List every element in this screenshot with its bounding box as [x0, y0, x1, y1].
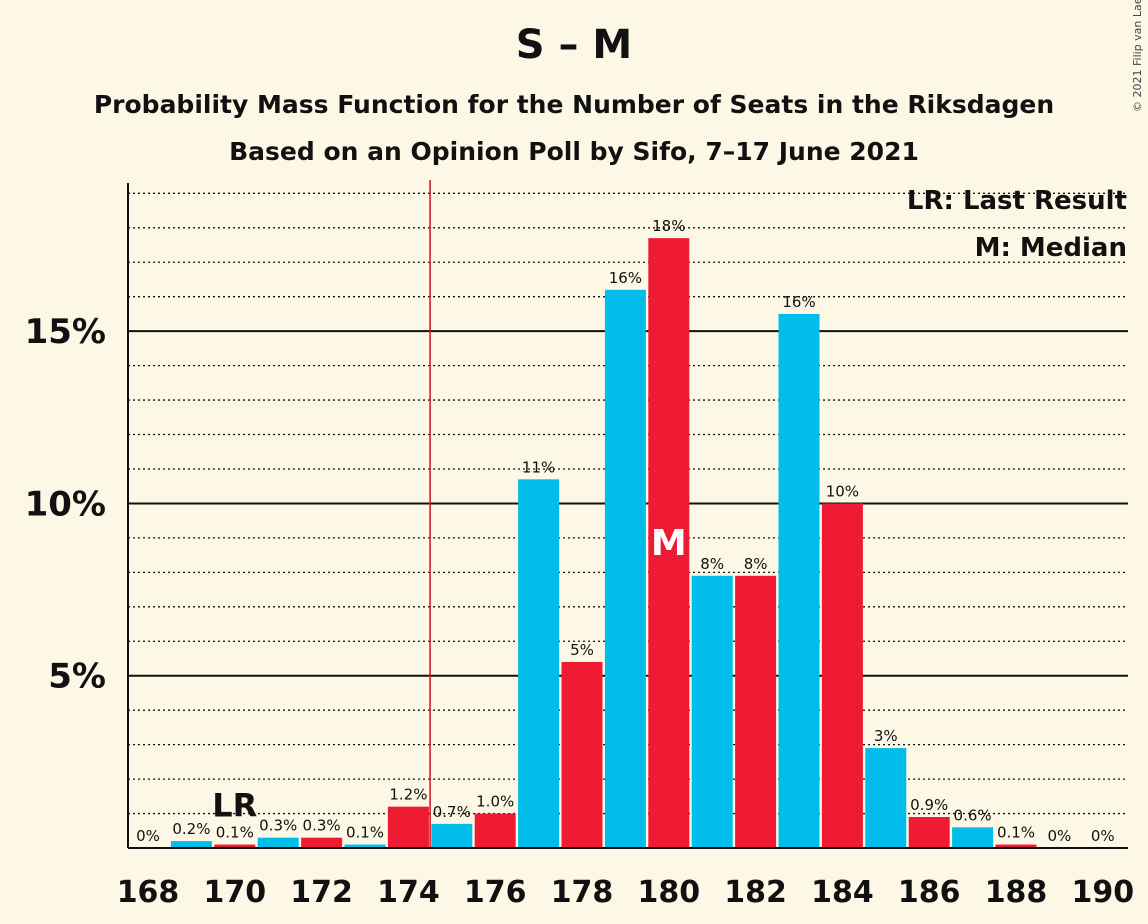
- chart-title: S – M: [515, 22, 633, 68]
- data-label-189: 0%: [1048, 827, 1072, 845]
- bar-177: [518, 479, 560, 848]
- bar-178: [561, 661, 603, 848]
- data-label-173: 0.1%: [346, 824, 384, 842]
- data-label-171: 0.3%: [259, 817, 297, 835]
- bar-170: [214, 844, 256, 848]
- bar-183: [778, 313, 820, 849]
- data-label-174: 1.2%: [389, 786, 427, 804]
- legend-entry: LR: Last Result: [907, 186, 1127, 216]
- bar-181: [691, 575, 733, 848]
- bar-172: [301, 837, 343, 848]
- data-label-182: 8%: [744, 555, 768, 573]
- data-label-176: 1.0%: [476, 793, 514, 811]
- x-tick-label: 168: [117, 875, 180, 910]
- bar-173: [344, 844, 386, 848]
- bar-176: [474, 813, 516, 848]
- data-label-185: 3%: [874, 727, 898, 745]
- data-label-187: 0.6%: [954, 806, 992, 824]
- x-tick-label: 184: [811, 875, 874, 910]
- chart-subtitle-1: Probability Mass Function for the Number…: [93, 90, 1055, 119]
- data-label-180: 18%: [652, 217, 685, 235]
- markers: LR M: [212, 180, 687, 848]
- data-label-170: 0.1%: [216, 824, 254, 842]
- data-label-175: 0.7%: [433, 803, 471, 821]
- x-tick-label: 170: [203, 875, 266, 910]
- bars: [170, 238, 1037, 849]
- data-label-190: 0%: [1091, 827, 1115, 845]
- bar-186: [908, 816, 950, 848]
- data-label-169: 0.2%: [172, 820, 210, 838]
- x-tick-label: 178: [551, 875, 614, 910]
- bar-180: [648, 238, 690, 849]
- data-label-172: 0.3%: [303, 817, 341, 835]
- x-tick-label: 180: [637, 875, 700, 910]
- x-tick-label: 172: [290, 875, 353, 910]
- axes: 5% 10% 15% 168 170 172 174 176 178 180 182 184 186 18…: [25, 183, 1134, 910]
- legend: LR: Last Result M: Median: [907, 186, 1127, 263]
- last-result-marker: LR: [212, 787, 257, 825]
- bar-187: [952, 827, 994, 848]
- data-label-183: 16%: [782, 293, 815, 311]
- bar-169: [170, 841, 212, 848]
- x-tick-label: 176: [464, 875, 527, 910]
- bar-188: [995, 844, 1037, 848]
- data-label-181: 8%: [700, 555, 724, 573]
- x-tick-label: 174: [377, 875, 440, 910]
- bar-171: [257, 837, 299, 848]
- data-label-177: 11%: [522, 458, 555, 476]
- bar-184: [821, 503, 863, 848]
- legend-entry: M: Median: [975, 233, 1127, 263]
- bar-174: [387, 806, 429, 848]
- bar-179: [604, 289, 646, 848]
- bar-182: [735, 575, 777, 848]
- labels: 0% 0.2% 0.1% 0.3% 0.3% 0.1% 1.2% 0.7% 1.0% 11% 5% 1…: [136, 217, 1115, 845]
- x-tick-label: 182: [724, 875, 787, 910]
- y-tick-label: 5%: [48, 657, 106, 697]
- median-marker: M: [651, 523, 687, 564]
- y-tick-label: 10%: [25, 484, 106, 524]
- x-tick-label: 188: [985, 875, 1048, 910]
- chart-subtitle-2: Based on an Opinion Poll by Sifo, 7–17 J…: [229, 137, 919, 166]
- bar-175: [431, 823, 473, 848]
- data-label-186: 0.9%: [910, 796, 948, 814]
- data-label-179: 16%: [609, 269, 642, 287]
- x-tick-label: 190: [1071, 875, 1134, 910]
- data-label-168: 0%: [136, 827, 160, 845]
- data-label-188: 0.1%: [997, 824, 1035, 842]
- x-tick-label: 186: [898, 875, 961, 910]
- bar-185: [865, 748, 907, 848]
- y-tick-label: 15%: [25, 312, 106, 352]
- data-label-184: 10%: [826, 482, 859, 500]
- data-label-178: 5%: [570, 641, 594, 659]
